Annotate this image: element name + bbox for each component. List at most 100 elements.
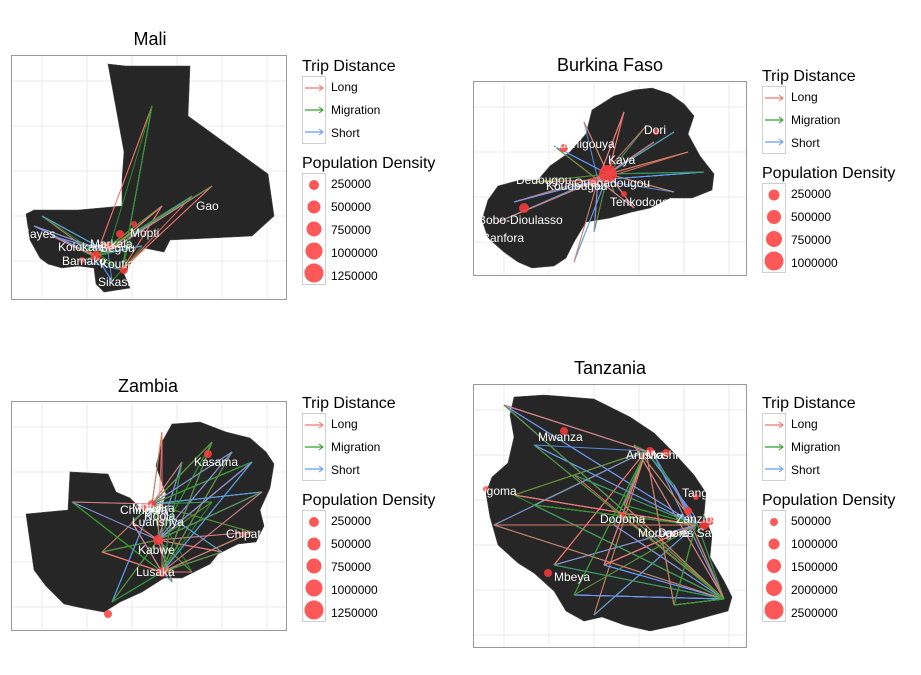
trip-arrow	[151, 491, 263, 505]
legend-burkina-faso: Trip Distance Long Migration Short Popul…	[762, 68, 921, 285]
legend-size-keys	[762, 183, 786, 273]
map-svg-burkina-faso: Ouahigouya Dori Kaya Dédougou Koudougou …	[474, 82, 746, 275]
city-dot	[693, 494, 699, 500]
trip-arrow	[161, 531, 253, 573]
legend-label-long: Long	[791, 90, 818, 104]
trip-arrow	[583, 121, 609, 175]
trip-arrows-mali	[33, 105, 213, 282]
city-label-mufulira: Mufulira	[132, 501, 175, 515]
trip-arrow	[573, 179, 599, 263]
trip-arrow	[607, 171, 705, 175]
trip-arrow	[603, 564, 725, 600]
city-dot	[153, 535, 163, 545]
trip-arrow	[121, 245, 143, 271]
trip-arrow	[111, 539, 159, 603]
legend-title: Population Density	[762, 492, 896, 509]
trip-arrow	[533, 444, 647, 452]
trip-arrow	[513, 179, 599, 203]
city-dot	[104, 242, 112, 250]
trip-arrow	[645, 450, 695, 516]
trip-arrow	[107, 245, 143, 253]
city-label-ndola: Ndola	[144, 509, 176, 523]
trip-arrow	[607, 131, 675, 175]
legend-population-density: Population Density 250000 500000 750000 …	[302, 492, 462, 625]
legend-label-long: Long	[791, 417, 818, 431]
trip-arrow	[157, 431, 163, 541]
trip-arrow	[513, 450, 647, 496]
city-labels-zambia: Kasama Chingola Mufulira Ndola Luanshya …	[120, 455, 268, 579]
trip-arrow	[607, 111, 625, 175]
trip-arrow	[607, 125, 647, 175]
legend-label-migration: Migration	[791, 113, 841, 127]
trip-arrow	[673, 598, 725, 606]
legend-label-long: Long	[331, 80, 358, 94]
legend-label-long: Long	[331, 417, 358, 431]
legend-size-label: 750000	[331, 560, 372, 574]
panel-title-zambia: Zambia	[117, 376, 179, 396]
city-dot	[131, 221, 137, 227]
legend-size-label: 500000	[331, 200, 372, 214]
trip-arrow	[533, 444, 725, 600]
city-label-chipata: Chipata	[226, 527, 268, 541]
trip-arrow	[161, 441, 213, 573]
trip-arrow	[533, 504, 697, 526]
legend-trip-keys	[762, 413, 786, 481]
legend-size-label: 1500000	[791, 560, 838, 574]
city-dot	[560, 427, 568, 435]
map-svg-zambia: Kasama Chingola Mufulira Ndola Luanshya …	[12, 402, 286, 630]
city-dot	[483, 486, 489, 492]
trip-arrow	[71, 501, 159, 541]
legend-population-density: Population Density 250000 500000 750000 …	[762, 165, 921, 275]
trip-arrow	[111, 269, 123, 282]
legend-label-migration: Migration	[791, 440, 841, 454]
trip-arrow	[151, 431, 163, 505]
city-dots-zambia	[104, 450, 247, 618]
city-label-dar-es-salaam: Dar es Salaam	[658, 526, 737, 540]
trip-arrow	[107, 205, 163, 253]
trip-arrow	[71, 501, 153, 505]
trip-arrow	[553, 564, 725, 600]
city-dot	[204, 450, 212, 458]
legend-size-label: 750000	[791, 233, 832, 247]
city-label-luanshya: Luanshya	[132, 515, 184, 529]
city-dot	[706, 517, 714, 525]
trip-arrow	[157, 539, 173, 583]
legend-trip-keys	[302, 76, 326, 144]
map-svg-tanzania: Mwanza Arusha Moshi Tanga Kigoma Dodoma …	[474, 385, 746, 647]
trip-arrow	[593, 524, 697, 616]
city-label-dodoma: Dodoma	[600, 512, 646, 526]
trip-arrow	[131, 521, 159, 541]
legend-title: Trip Distance	[762, 395, 856, 412]
legend-label-migration: Migration	[331, 103, 381, 117]
legend-size-label: 1000000	[331, 583, 378, 597]
legend-size-label: 1250000	[331, 269, 378, 283]
city-label-dedougou: Dédougou	[516, 173, 571, 187]
trip-arrow	[151, 451, 233, 505]
trip-arrow	[111, 503, 153, 603]
legend-trip-distance: Trip Distance Long Migration Short	[762, 68, 921, 155]
city-dot	[104, 610, 112, 618]
legend-title: Population Density	[302, 155, 436, 172]
city-dot	[544, 569, 552, 577]
city-dot	[157, 567, 167, 577]
city-labels-tanzania: Mwanza Arusha Moshi Tanga Kigoma Dodoma …	[476, 430, 737, 584]
legend-size-label: 1250000	[331, 606, 378, 620]
trip-arrow	[553, 524, 697, 566]
trip-arrow	[151, 503, 223, 553]
trip-arrow	[673, 484, 725, 600]
city-dot	[590, 178, 598, 186]
city-label-sikasso: Sikasso	[98, 275, 140, 289]
legend-tanzania: Trip Distance Long Migration Short Popul…	[762, 395, 921, 635]
trip-arrow	[645, 450, 675, 606]
trip-arrow	[607, 173, 675, 193]
city-label-kayes: Kayes	[22, 227, 55, 241]
trip-arrow	[613, 524, 725, 600]
trip-arrow	[603, 524, 697, 566]
trip-arrow	[157, 531, 253, 541]
city-dot	[91, 251, 101, 261]
city-label-tanga: Tanga	[682, 486, 715, 500]
legend-size-label: 500000	[791, 210, 832, 224]
city-label-kabwe: Kabwe	[138, 543, 175, 557]
trip-arrow	[51, 235, 109, 253]
map-plot-mali: Kayes Kolokani Markala Segou Bamako Kout…	[11, 55, 287, 300]
